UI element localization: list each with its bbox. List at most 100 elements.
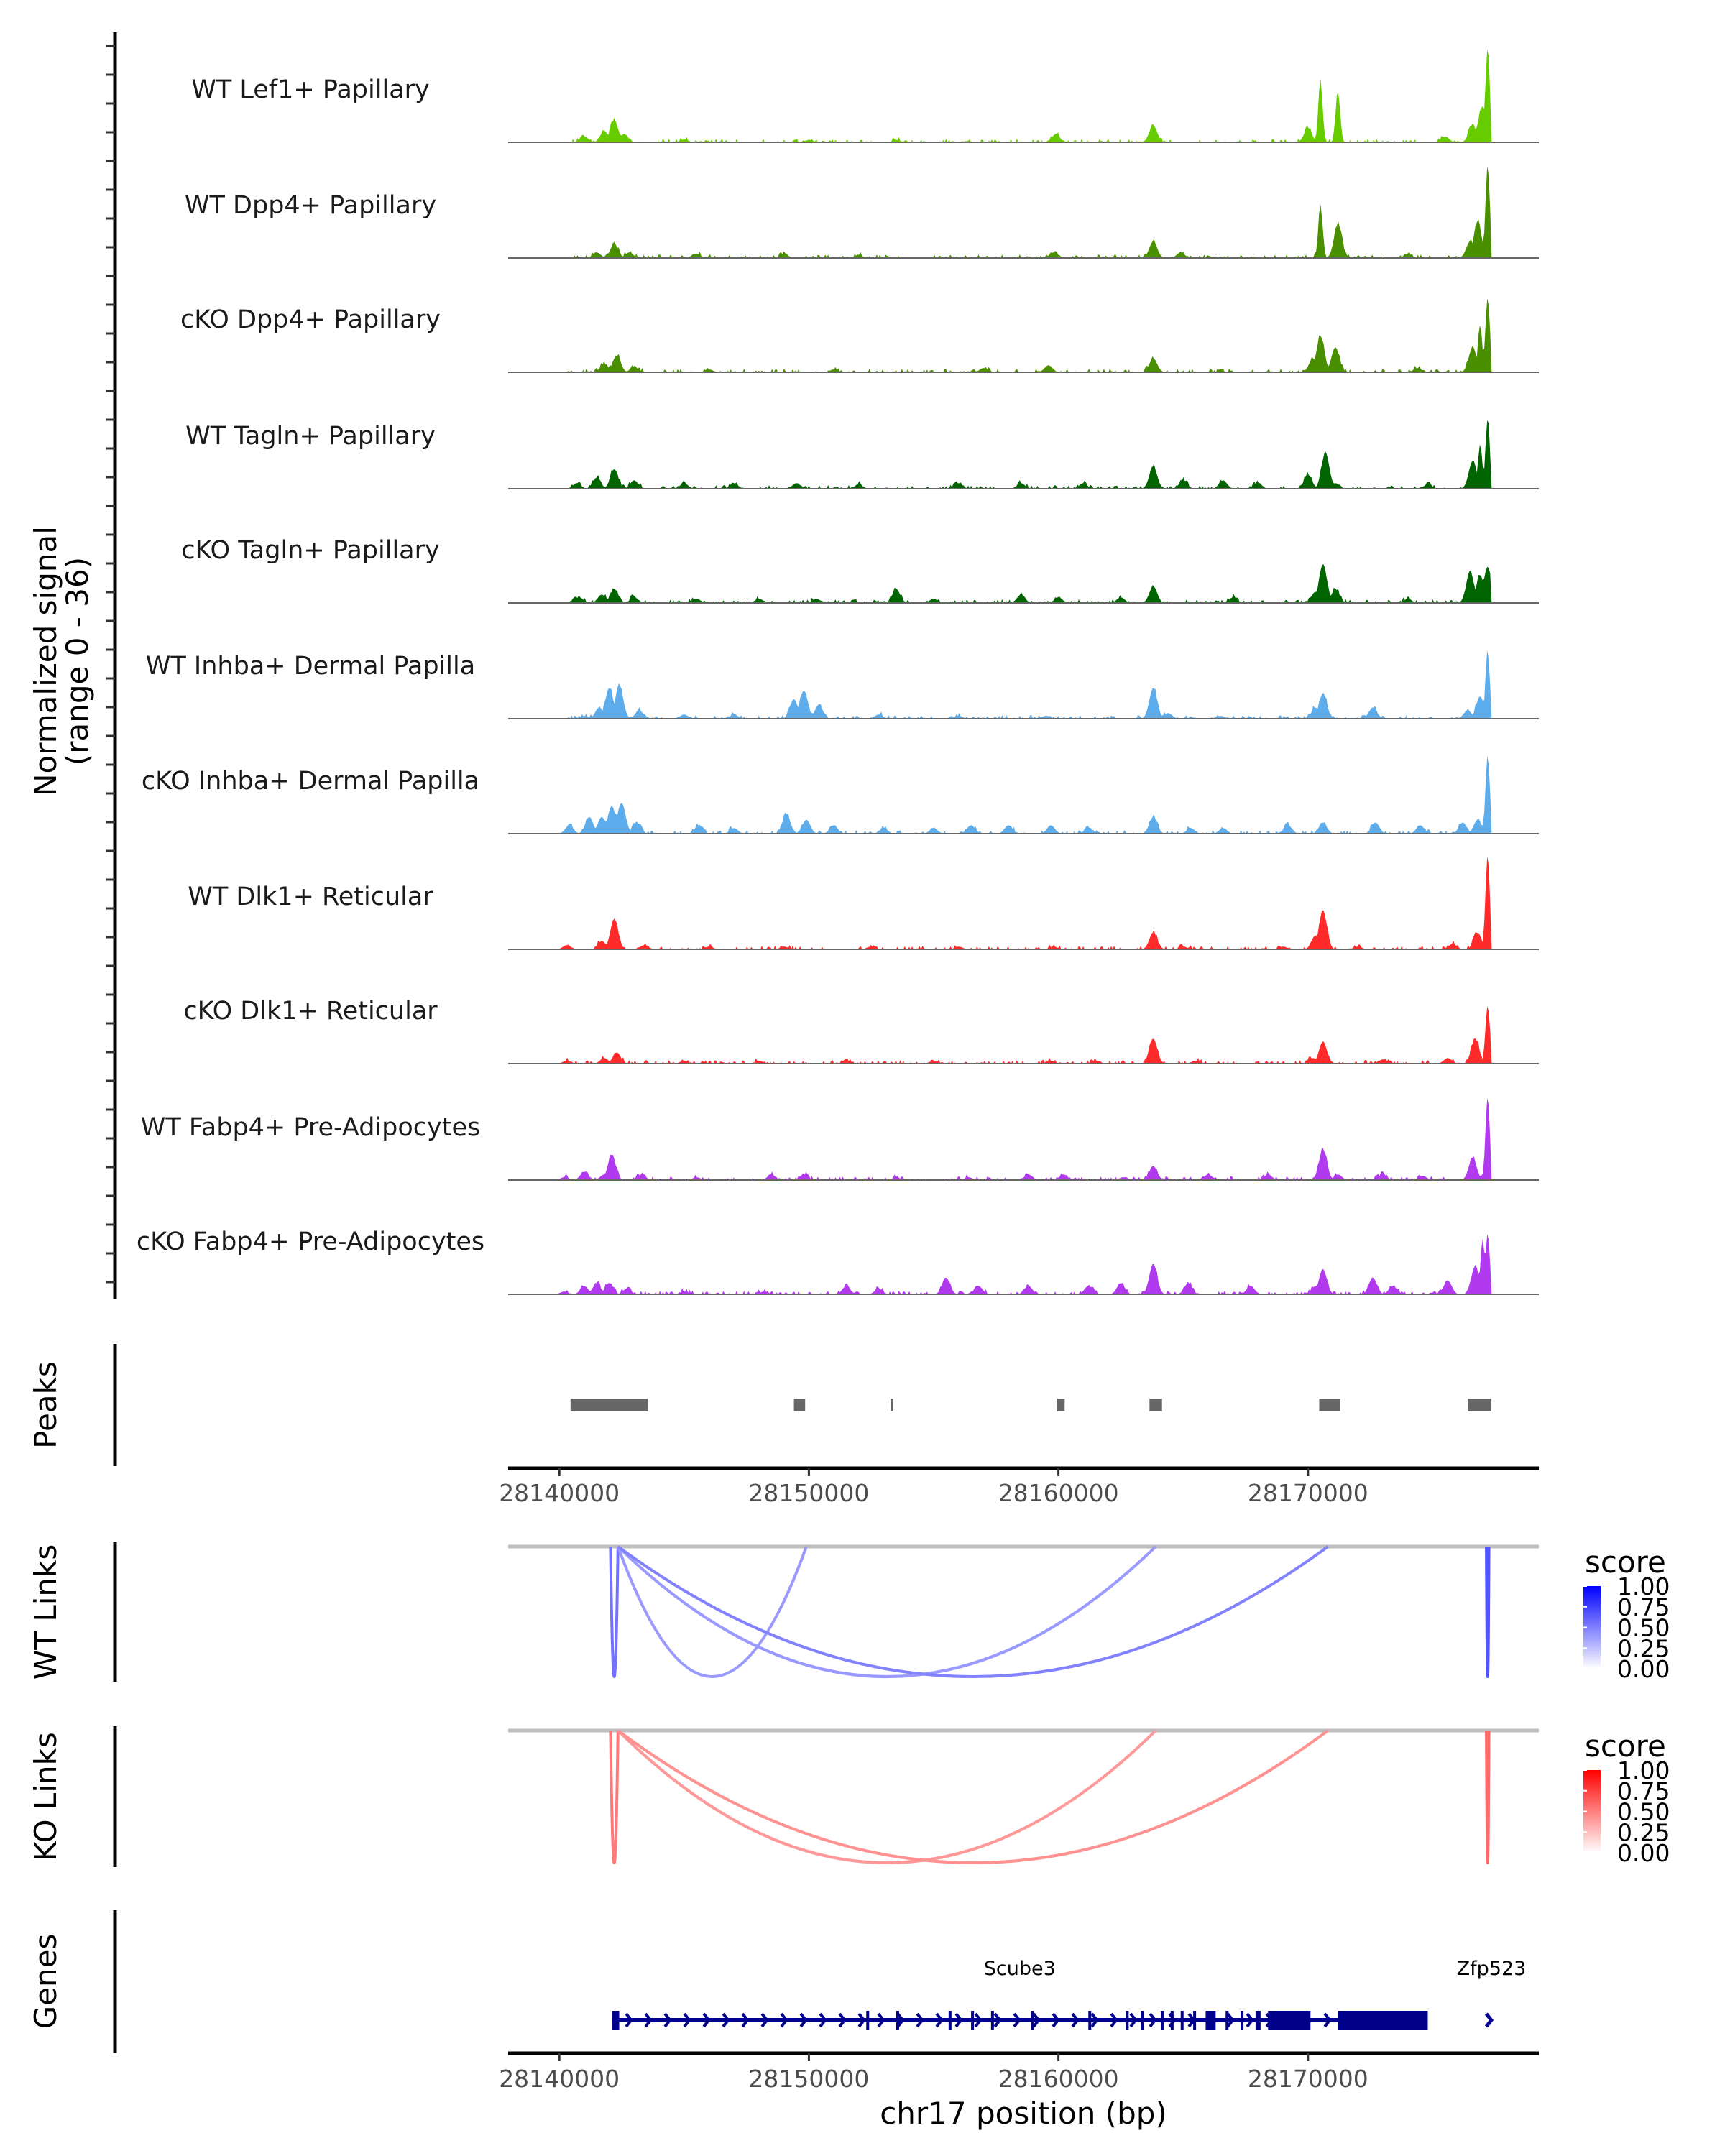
links-panel	[508, 1728, 1539, 1864]
signal-tracks: WT Lef1+ Papillary WT Dpp4+ Papillary cKO …	[137, 49, 1539, 1295]
signal-y-axis	[106, 32, 117, 1299]
x-tick-label: 28140000	[499, 1479, 620, 1507]
track-label: cKO Dlk1+ Reticular	[183, 997, 438, 1026]
strand-arrow-icon	[838, 2012, 847, 2028]
peaks-regions	[570, 1399, 1492, 1411]
legend-title: score	[1585, 1728, 1666, 1764]
strand-arrow-icon	[916, 2012, 924, 2028]
gene-exon	[1088, 2011, 1092, 2030]
strand-arrow-icon	[1484, 2012, 1494, 2028]
peak-region	[1468, 1399, 1492, 1411]
gene-model: Zfp523	[1457, 1958, 1526, 2028]
gene-exon	[1180, 2011, 1184, 2030]
coverage-area	[508, 1006, 1539, 1064]
strand-arrow-icon	[1149, 2012, 1157, 2028]
strand-arrow-icon	[760, 2012, 769, 2028]
legend-label: 0.75	[1617, 1777, 1670, 1805]
link-arc	[1485, 1730, 1491, 1864]
gene-exon	[948, 2011, 952, 2030]
signal-track: WT Tagln+ Papillary	[185, 420, 1539, 489]
gene-exon	[1193, 2011, 1197, 2030]
signal-track: cKO Dlk1+ Reticular	[183, 997, 1539, 1064]
strand-arrow-icon	[1226, 2012, 1235, 2028]
link-arc	[617, 1545, 1157, 1678]
ko-links-panel-label: KO Links	[28, 1732, 63, 1861]
legend-label: 1.00	[1617, 1572, 1670, 1600]
strand-arrow-icon	[1129, 2012, 1138, 2028]
track-label: cKO Tagln+ Papillary	[181, 536, 440, 565]
track-label: WT Fabp4+ Pre-Adipocytes	[141, 1113, 480, 1142]
gene-exon	[896, 2011, 899, 2030]
strand-arrow-icon	[1110, 2012, 1118, 2028]
signal-axis-ticks	[106, 45, 115, 1284]
gene-exon	[990, 2011, 994, 2030]
track-label: WT Lef1+ Papillary	[191, 75, 430, 104]
gene-models: Scube3 Zfp523	[612, 1958, 1526, 2030]
legend-label: 0.00	[1617, 1655, 1670, 1683]
genes-panel-label: Genes	[28, 1934, 63, 2030]
track-label: cKO Inhba+ Dermal Papilla	[142, 767, 479, 796]
legend-label: 0.25	[1617, 1818, 1670, 1846]
strand-arrow-icon	[1013, 2012, 1021, 2028]
gene-exon	[1205, 2011, 1216, 2030]
strand-arrow-icon	[1090, 2012, 1099, 2028]
coverage-area	[508, 1234, 1539, 1294]
track-label: cKO Dpp4+ Papillary	[180, 305, 441, 334]
coverage-area	[508, 166, 1539, 258]
gene-exon	[1225, 2011, 1229, 2030]
coverage-area	[508, 1097, 1539, 1180]
strand-arrow-icon	[1246, 2012, 1254, 2028]
legend-label: 0.25	[1617, 1634, 1670, 1662]
signal-ylabel-line1: Normalized signal	[28, 526, 63, 796]
links-arcs	[508, 1544, 1539, 1864]
gene-exon	[866, 2011, 870, 2030]
signal-track: WT Inhba+ Dermal Papilla	[146, 650, 1539, 719]
link-arc	[1485, 1546, 1491, 1678]
x-tick-label: 28150000	[748, 1479, 869, 1507]
track-label: WT Tagln+ Papillary	[185, 422, 436, 451]
strand-arrow-icon	[974, 2012, 983, 2028]
peak-region	[570, 1399, 648, 1411]
strand-arrow-icon	[1032, 2012, 1041, 2028]
signal-track: WT Lef1+ Papillary	[191, 49, 1539, 143]
x-tick-label: 28170000	[1248, 2065, 1368, 2093]
gene-exon	[1031, 2011, 1034, 2030]
gene-name-label: Scube3	[984, 1958, 1056, 1980]
strand-arrow-icon	[663, 2012, 672, 2028]
strand-arrow-icon	[799, 2012, 808, 2028]
legend-label: 0.50	[1617, 1798, 1670, 1826]
peak-region	[1057, 1399, 1065, 1411]
strand-arrow-icon	[644, 2012, 653, 2028]
legend-label: 0.75	[1617, 1593, 1670, 1621]
strand-arrow-icon	[857, 2012, 866, 2028]
link-arc	[617, 1545, 1329, 1678]
legend-title: score	[1585, 1544, 1666, 1580]
peaks-panel-label: Peaks	[28, 1361, 63, 1449]
gene-exon	[612, 2011, 620, 2030]
x-tick-label: 28160000	[998, 2065, 1119, 2093]
link-arc	[617, 1729, 1157, 1864]
signal-track: cKO Tagln+ Papillary	[181, 536, 1539, 604]
signal-track: cKO Fabp4+ Pre-Adipocytes	[137, 1227, 1539, 1295]
links-panel	[508, 1544, 1539, 1678]
strand-arrow-icon	[1323, 2012, 1332, 2028]
x-axis-title: chr17 position (bp)	[880, 2096, 1167, 2131]
x-axis-bottom: 28140000 28150000 28160000 28170000	[499, 2051, 1539, 2093]
x-axis-top: 28140000 28150000 28160000 28170000	[499, 1466, 1539, 1507]
signal-track: cKO Inhba+ Dermal Papilla	[142, 756, 1539, 834]
gene-model: Scube3	[612, 1958, 1428, 2030]
strand-arrow-icon	[819, 2012, 827, 2028]
link-arc	[609, 1546, 620, 1678]
gene-exon	[1268, 2011, 1311, 2030]
coverage-area	[508, 298, 1539, 372]
signal-track: WT Fabp4+ Pre-Adipocytes	[141, 1097, 1539, 1181]
coverage-area	[508, 420, 1539, 489]
gene-exon	[971, 2011, 975, 2030]
link-arc	[609, 1730, 620, 1864]
legend-label: 0.50	[1617, 1614, 1670, 1642]
peak-region	[1319, 1399, 1340, 1411]
track-label: WT Dpp4+ Papillary	[185, 191, 436, 220]
signal-track: WT Dpp4+ Papillary	[185, 166, 1539, 259]
gene-exon	[1170, 2011, 1174, 2030]
